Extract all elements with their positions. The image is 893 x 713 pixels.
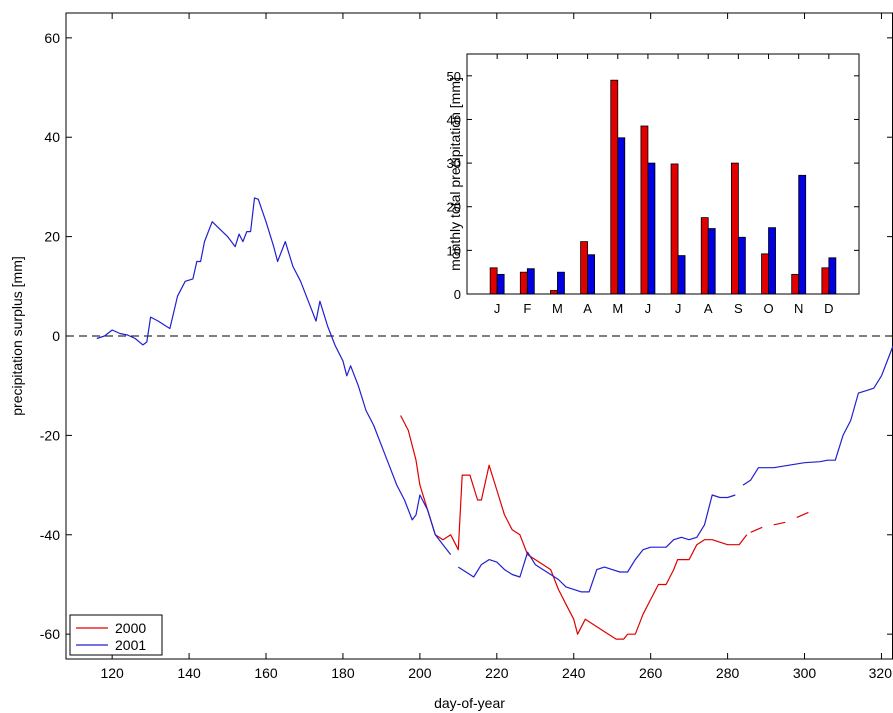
main-y-tick-label: -60 bbox=[40, 626, 60, 642]
bar-2000-0 bbox=[489, 267, 498, 295]
main-x-tick-label: 260 bbox=[639, 665, 663, 681]
inset-x-tick-label: O bbox=[763, 301, 773, 316]
bar-2001-3 bbox=[587, 254, 596, 295]
main-y-tick-label: 60 bbox=[44, 30, 60, 46]
main-y-tick-label: -20 bbox=[40, 427, 60, 443]
bar-2001-7 bbox=[707, 228, 716, 295]
series-line-2000 bbox=[796, 511, 809, 518]
inset-y-axis-label: monthly total precipitation [mm] bbox=[447, 77, 463, 271]
series-line-2000 bbox=[400, 415, 748, 640]
inset-y-tick-label: 30 bbox=[447, 156, 461, 171]
main-y-tick-label: 40 bbox=[44, 129, 60, 145]
bar-2000-10 bbox=[791, 273, 800, 295]
bar-2000-3 bbox=[580, 241, 589, 295]
main-x-tick-label: 120 bbox=[100, 665, 124, 681]
bar-2000-7 bbox=[700, 217, 709, 295]
main-x-tick-label: 200 bbox=[408, 665, 432, 681]
bar-2001-2 bbox=[557, 271, 565, 295]
inset-y-tick-label: 50 bbox=[447, 69, 461, 84]
main-series-lines bbox=[96, 197, 893, 640]
bar-2000-8 bbox=[730, 162, 739, 295]
series-line-2000 bbox=[750, 526, 763, 533]
inset-y-tick-label: 0 bbox=[454, 287, 461, 302]
bar-2000-6 bbox=[670, 163, 679, 295]
bar-2000-1 bbox=[519, 271, 528, 295]
main-y-tick-label: -40 bbox=[40, 527, 60, 543]
inset-x-tick-label: F bbox=[523, 301, 531, 316]
legend-label-2001: 2001 bbox=[115, 637, 146, 653]
bar-2000-4 bbox=[610, 79, 619, 295]
inset-x-tick-label: J bbox=[675, 301, 682, 316]
main-x-axis: 120 140 160 180 200 220 240 260 280 300 320 bbox=[100, 13, 892, 681]
inset-x-tick-label: A bbox=[583, 301, 592, 316]
inset-plot-frame bbox=[466, 53, 860, 295]
bar-2001-6 bbox=[677, 255, 686, 295]
main-y-tick-label: 20 bbox=[44, 229, 60, 245]
bar-2001-1 bbox=[526, 268, 535, 295]
legend-box bbox=[69, 614, 163, 656]
inset-bar-chart: 0 10 20 30 40 50 J F M A M J J A S O N D monthly total p… bbox=[419, 42, 873, 324]
inset-y-tick-label: 40 bbox=[447, 112, 461, 127]
main-y-axis-label: precipitation surplus [mm] bbox=[9, 256, 25, 416]
main-y-tick-label: 0 bbox=[52, 328, 60, 344]
bar-2001-5 bbox=[647, 162, 656, 295]
main-x-tick-label: 320 bbox=[869, 665, 893, 681]
inset-x-tick-label: S bbox=[734, 301, 743, 316]
main-x-tick-label: 160 bbox=[254, 665, 278, 681]
bar-2001-10 bbox=[798, 174, 807, 295]
main-x-tick-label: 180 bbox=[331, 665, 355, 681]
bar-2001-0 bbox=[496, 273, 505, 295]
legend: 2000 2001 bbox=[69, 614, 163, 656]
bar-2001-4 bbox=[617, 137, 626, 295]
inset-y-tick-label: 20 bbox=[447, 200, 461, 215]
inset-x-tick-label: J bbox=[494, 301, 501, 316]
inset-x-tick-label: A bbox=[704, 301, 713, 316]
inset-x-tick-label: N bbox=[794, 301, 803, 316]
main-x-tick-label: 300 bbox=[793, 665, 817, 681]
legend-label-2000: 2000 bbox=[115, 620, 146, 636]
inset-y-axis: 0 10 20 30 40 50 bbox=[447, 69, 859, 302]
series-line-2000 bbox=[773, 521, 786, 526]
inset-x-tick-label: J bbox=[645, 301, 652, 316]
main-x-tick-label: 280 bbox=[716, 665, 740, 681]
inset-x-tick-label: M bbox=[612, 301, 623, 316]
bar-2001-11 bbox=[828, 257, 837, 295]
series-line-2001 bbox=[457, 494, 736, 593]
inset-x-tick-label: D bbox=[824, 301, 833, 316]
inset-y-tick-label: 10 bbox=[447, 243, 461, 258]
main-x-tick-label: 240 bbox=[562, 665, 586, 681]
main-x-tick-label: 220 bbox=[485, 665, 509, 681]
main-x-tick-label: 140 bbox=[177, 665, 201, 681]
bar-2001-8 bbox=[737, 236, 746, 295]
bar-2000-11 bbox=[821, 267, 830, 295]
bar-2001-9 bbox=[768, 227, 776, 295]
series-line-2001 bbox=[742, 345, 893, 486]
main-x-axis-label: day-of-year bbox=[434, 695, 505, 711]
inset-x-tick-label: M bbox=[552, 301, 563, 316]
series-line-2001 bbox=[96, 197, 452, 555]
bar-2000-5 bbox=[640, 125, 649, 295]
bar-2000-2 bbox=[550, 290, 558, 295]
bar-2000-9 bbox=[761, 253, 769, 295]
